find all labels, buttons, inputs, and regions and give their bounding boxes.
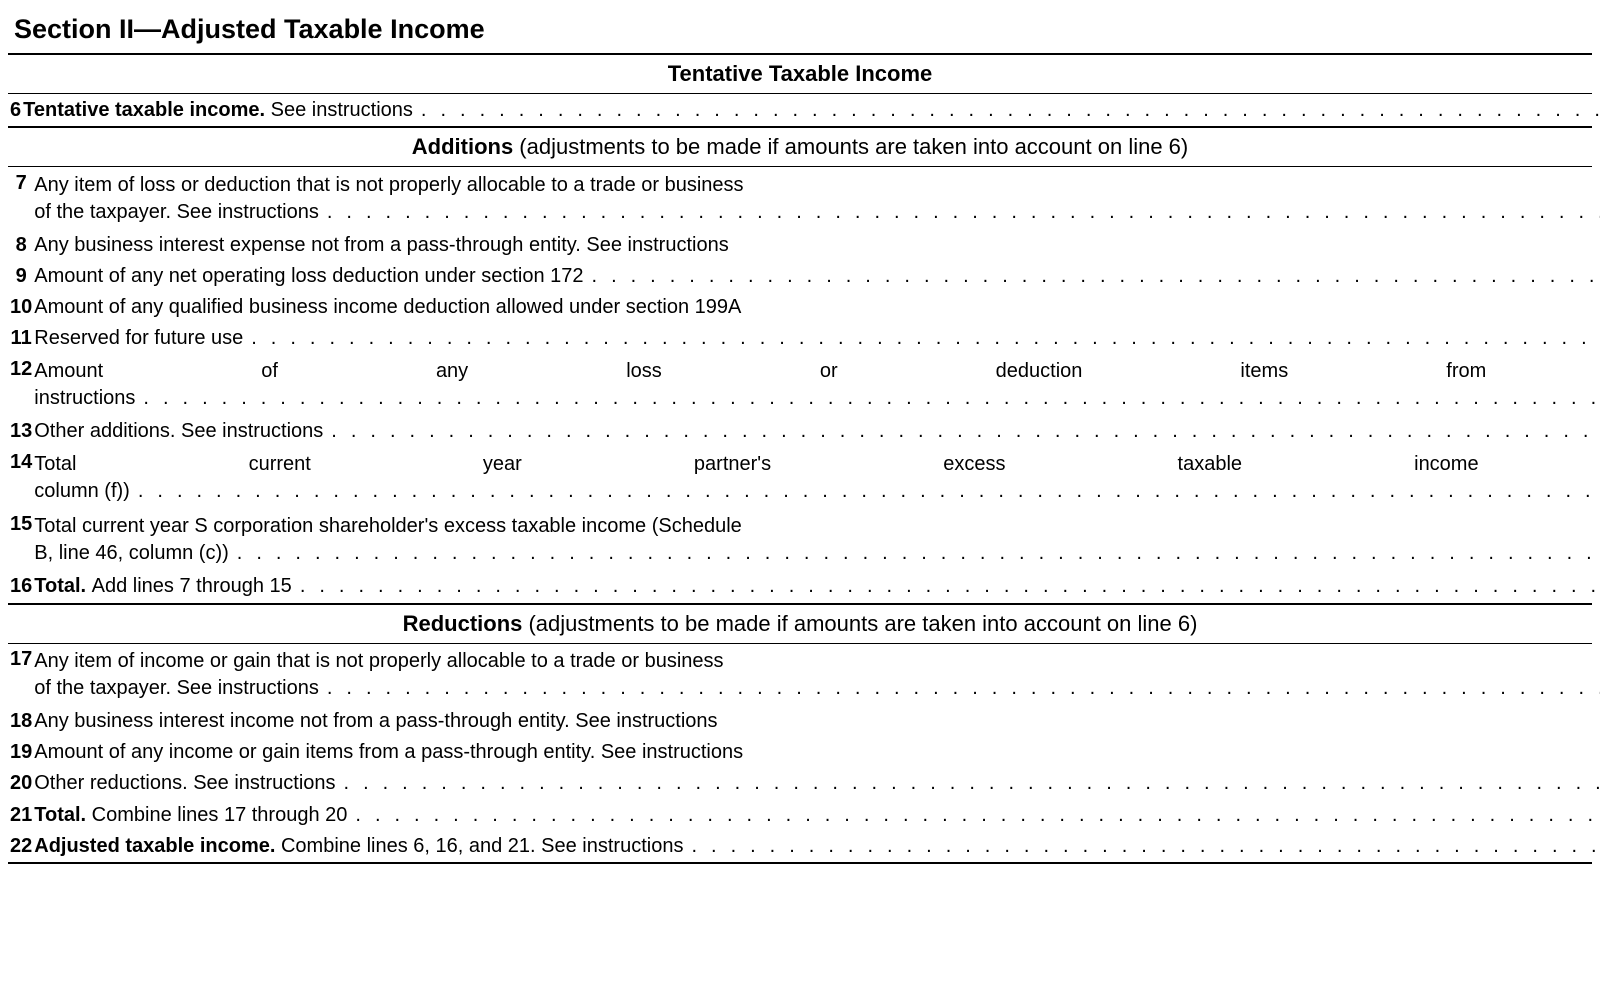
line-16-bold: Total.	[34, 575, 91, 597]
section-title: Section II—Adjusted Taxable Income	[8, 8, 1592, 53]
line-15-text-l2: B, line 46, column (c))	[34, 540, 237, 567]
line-number: 10	[8, 292, 34, 323]
leader-dots	[327, 675, 1600, 702]
line-9-text: Amount of any net operating loss deducti…	[34, 265, 591, 288]
leader-dots	[691, 835, 1600, 858]
subheader-additions: Additions (adjustments to be made if amo…	[8, 128, 1592, 166]
line-14-text-l1: Total current year partner's excess taxa…	[34, 451, 1600, 478]
line-number: 16	[8, 571, 34, 603]
leader-dots	[327, 199, 1600, 226]
line-number: 6	[8, 95, 23, 126]
line-number: 12	[8, 354, 34, 416]
line-number: 22	[8, 831, 34, 862]
line-number: 18	[8, 706, 34, 737]
line-22-bold: Adjusted taxable income.	[34, 835, 281, 857]
line-17-text-l1: Any item of income or gain that is not p…	[34, 648, 1600, 675]
leader-dots	[421, 99, 1600, 122]
line-19-text: Amount of any income or gain items from …	[34, 741, 751, 764]
line-20-text: Other reductions. See instructions	[34, 772, 343, 795]
line-6-bold: Tentative taxable income.	[23, 99, 271, 121]
row-line-6: 6 Tentative taxable income. See instruct…	[8, 94, 1600, 126]
leader-dots	[237, 540, 1600, 567]
line-10-text: Amount of any qualified business income …	[34, 296, 749, 319]
subheader-tentative: Tentative Taxable Income	[8, 55, 1592, 93]
subheader-reductions: Reductions (adjustments to be made if am…	[8, 605, 1592, 643]
line-12-text-l2: instructions	[34, 385, 143, 412]
leader-dots	[251, 327, 1600, 350]
leader-dots	[592, 265, 1600, 288]
line-22-text: Combine lines 6, 16, and 21. See instruc…	[281, 835, 683, 857]
line-number: 11	[8, 323, 34, 354]
line-13-text: Other additions. See instructions	[34, 420, 331, 443]
line-15-text-l1: Total current year S corporation shareho…	[34, 513, 1600, 540]
line-number: 13	[8, 416, 34, 447]
line-11-text: Reserved for future use	[34, 327, 251, 350]
line-17-text-l2: of the taxpayer. See instructions	[34, 675, 327, 702]
leader-dots	[355, 804, 1600, 827]
leader-dots	[300, 575, 1600, 598]
leader-dots	[138, 478, 1600, 505]
line-18-text: Any business interest income not from a …	[34, 710, 725, 733]
line-21-text: Combine lines 17 through 20	[92, 804, 348, 826]
line-8-text: Any business interest expense not from a…	[34, 234, 736, 257]
line-number: 14	[8, 447, 34, 509]
line-6-text: See instructions	[271, 99, 413, 121]
line-21-bold: Total.	[34, 804, 91, 826]
line-number: 9	[8, 261, 34, 292]
line-14-text-l2: column (f))	[34, 478, 138, 505]
line-7-text-l1: Any item of loss or deduction that is no…	[34, 172, 1600, 199]
line-7-text-l2: of the taxpayer. See instructions	[34, 199, 327, 226]
line-number: 15	[8, 509, 34, 571]
line-number: 7	[8, 168, 34, 230]
leader-dots	[143, 385, 1600, 412]
leader-dots	[331, 420, 1600, 443]
line-number: 20	[8, 768, 34, 799]
line-number: 17	[8, 644, 34, 706]
line-number: 8	[8, 230, 34, 261]
line-number: 19	[8, 737, 34, 768]
leader-dots	[344, 772, 1600, 795]
reductions-table: 17 Any item of income or gain that is no…	[8, 644, 1600, 862]
line-12-text-l1: Amount of any loss or deduction items fr…	[34, 358, 1600, 385]
line-16-text: Add lines 7 through 15	[92, 575, 292, 597]
additions-table: 7 Any item of loss or deduction that is …	[8, 167, 1600, 603]
line-number: 21	[8, 799, 34, 831]
